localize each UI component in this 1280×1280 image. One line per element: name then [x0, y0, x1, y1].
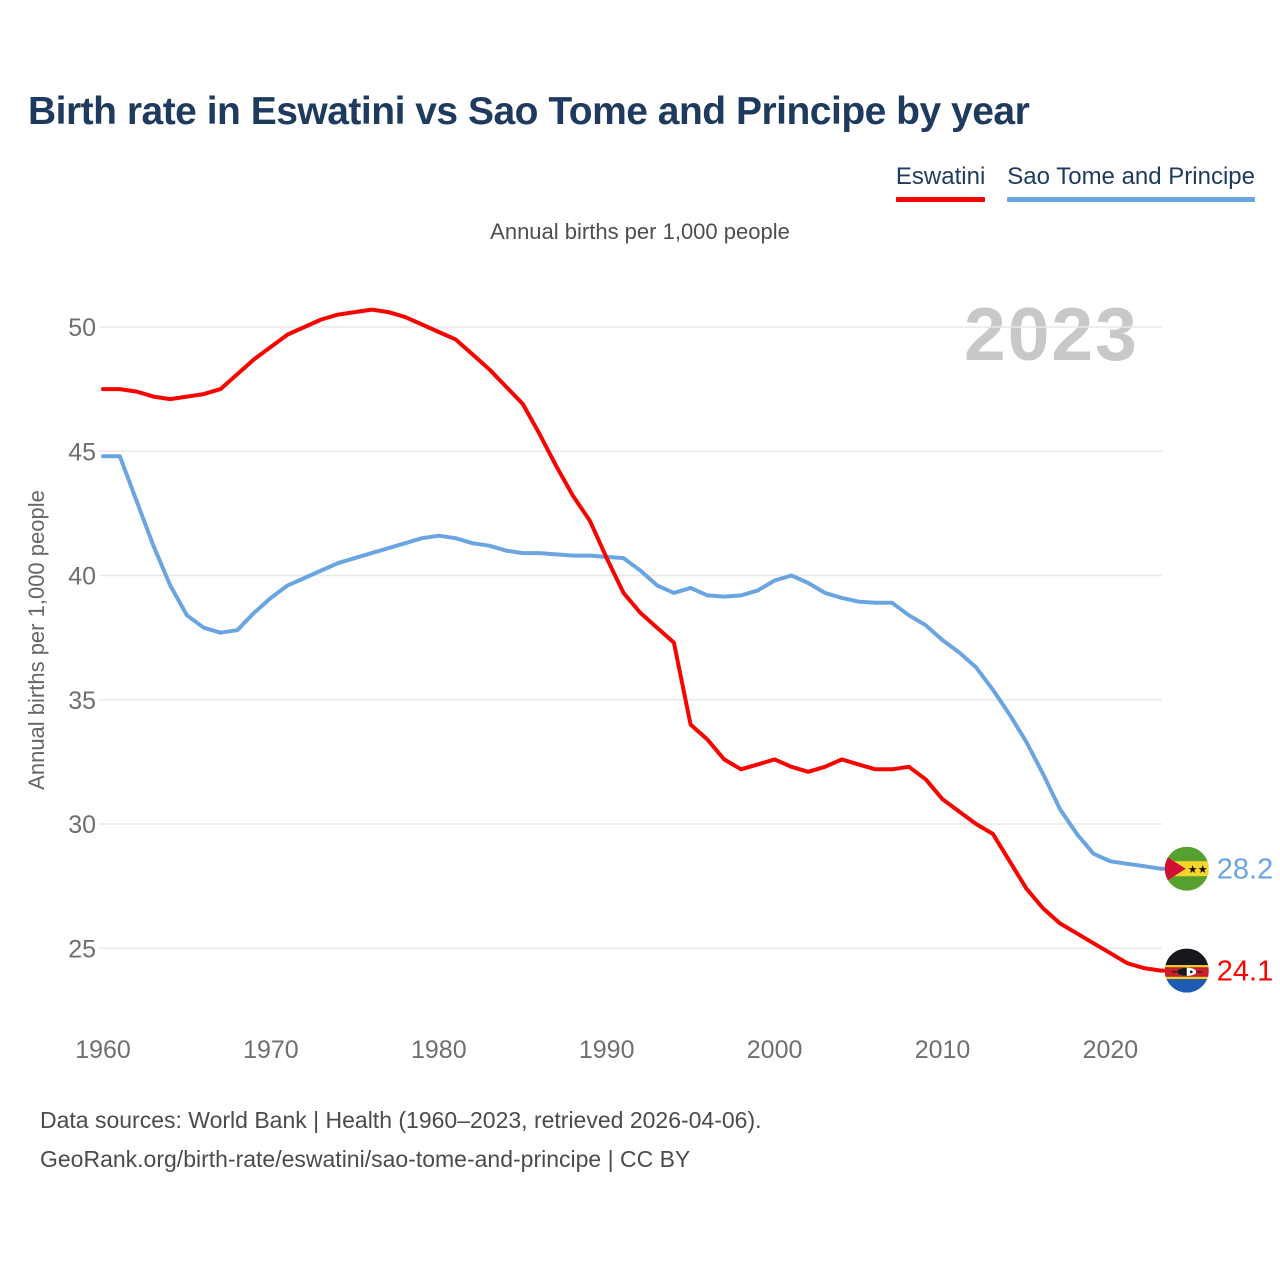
sao-tome-end-group: ★ ★ 28.2: [1164, 846, 1273, 891]
eswatini-end-group: 24.1: [1164, 948, 1273, 993]
svg-text:1970: 1970: [243, 1036, 299, 1064]
footer-attribution: GeoRank.org/birth-rate/eswatini/sao-tome…: [40, 1146, 691, 1172]
legend-item-sao-tome[interactable]: Sao Tome and Principe: [1007, 163, 1255, 202]
gridlines: [99, 326, 1162, 949]
legend-label-eswatini: Eswatini: [895, 163, 986, 190]
legend-bar-sao-tome: [1007, 197, 1255, 202]
svg-text:35: 35: [68, 687, 96, 715]
svg-text:1990: 1990: [579, 1036, 635, 1064]
y-axis-title: Annual births per 1,000 people: [24, 490, 49, 790]
series-lines: [101, 307, 1170, 973]
eswatini-end-value: 24.1: [1217, 956, 1273, 988]
svg-text:25: 25: [68, 935, 96, 963]
svg-text:50: 50: [68, 314, 96, 342]
footer: Data sources: World Bank | Health (1960–…: [40, 1101, 762, 1179]
x-tick-labels: 1960 1970 1980 1990 2000 2010 2020: [75, 1036, 1138, 1064]
legend-item-eswatini[interactable]: Eswatini: [895, 163, 986, 202]
legend-label-sao-tome: Sao Tome and Principe: [1007, 163, 1255, 190]
eswatini-flag-icon: [1164, 948, 1209, 993]
svg-text:2000: 2000: [747, 1036, 803, 1064]
svg-text:2010: 2010: [915, 1036, 971, 1064]
svg-text:2020: 2020: [1083, 1036, 1139, 1064]
legend: Eswatini Sao Tome and Principe: [895, 163, 1255, 202]
year-watermark: 2023: [964, 292, 1139, 376]
page-title: Birth rate in Eswatini vs Sao Tome and P…: [28, 90, 1030, 133]
svg-text:45: 45: [68, 438, 96, 466]
legend-bar-eswatini: [895, 197, 986, 202]
chart-subtitle: Annual births per 1,000 people: [490, 219, 790, 244]
svg-text:40: 40: [68, 563, 96, 591]
svg-text:★: ★: [1198, 864, 1208, 876]
svg-text:1980: 1980: [411, 1036, 467, 1064]
y-tick-labels: 25 30 35 40 45 50: [68, 314, 96, 963]
sao-tome-end-value: 28.2: [1217, 854, 1273, 886]
svg-text:30: 30: [68, 811, 96, 839]
sao-tome-flag-icon: ★ ★: [1164, 846, 1209, 891]
footer-sources: Data sources: World Bank | Health (1960–…: [40, 1107, 762, 1133]
svg-text:1960: 1960: [75, 1036, 131, 1064]
svg-text:★: ★: [1188, 864, 1198, 876]
